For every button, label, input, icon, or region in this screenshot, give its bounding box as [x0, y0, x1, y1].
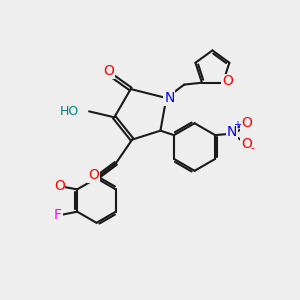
Text: F: F: [54, 208, 62, 222]
Text: O: O: [88, 168, 99, 182]
Text: O: O: [54, 179, 65, 193]
Text: -: -: [250, 143, 254, 154]
Text: O: O: [103, 64, 114, 78]
Text: +: +: [233, 120, 242, 130]
Text: N: N: [227, 125, 237, 139]
Text: O: O: [241, 116, 252, 130]
Text: O: O: [241, 137, 252, 151]
Text: HO: HO: [59, 105, 79, 118]
Text: O: O: [222, 74, 233, 88]
Text: N: N: [164, 91, 175, 105]
